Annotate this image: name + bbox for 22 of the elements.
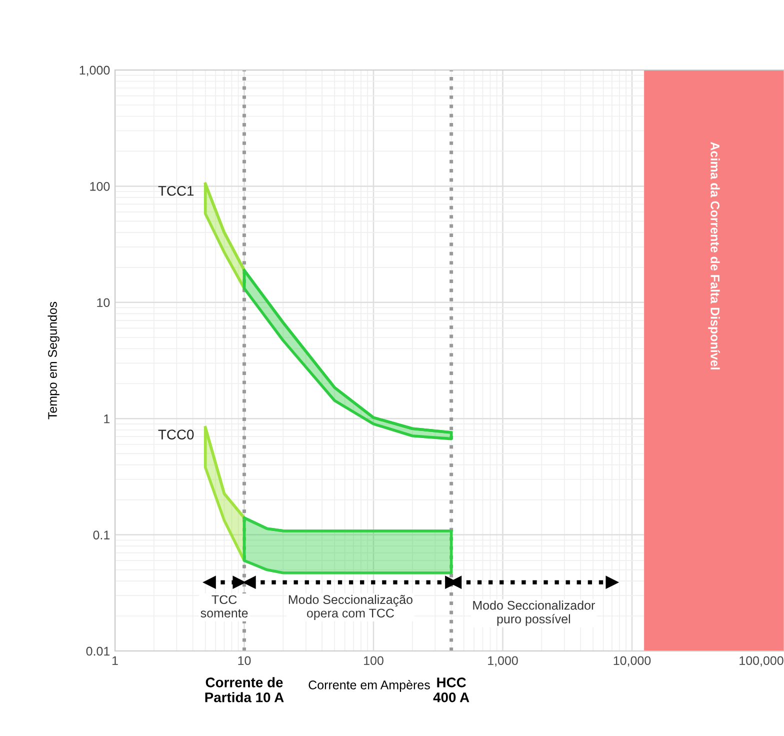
annotation: TCC somente xyxy=(200,595,248,618)
x-axis-title: Corrente em Ampères xyxy=(308,680,430,692)
annotation: Modo Seccionalizador puro possível xyxy=(473,600,595,626)
ref-line-label: HCC 400 A xyxy=(433,678,470,702)
x-tick-label: 10,000 xyxy=(614,656,651,667)
y-tick-label: 100 xyxy=(90,182,110,191)
x-tick-label: 100 xyxy=(364,656,384,666)
y-axis-title: Tempo em Segundos xyxy=(48,302,60,420)
y-tick-label: 1 xyxy=(104,414,110,424)
x-tick-label: 1 xyxy=(112,656,118,665)
x-tick-label: 100,000 xyxy=(740,656,784,667)
y-tick-label: 0.01 xyxy=(86,646,110,656)
y-tick-label: 0.1 xyxy=(93,530,110,540)
ref-line-label: Corrente de Partida 10 A xyxy=(205,677,284,702)
annotation: Modo Seccionalização opera com TCC xyxy=(288,594,412,620)
y-tick-label: 1,000 xyxy=(80,66,110,76)
series-label: TCC1 xyxy=(158,186,194,196)
x-tick-label: 1,000 xyxy=(488,656,518,667)
series-label: TCC0 xyxy=(158,430,194,440)
y-tick-label: 10 xyxy=(97,298,110,308)
band-label: Acima da Corrente de Falta Disponível xyxy=(708,142,720,370)
x-tick-label: 10 xyxy=(238,656,251,666)
